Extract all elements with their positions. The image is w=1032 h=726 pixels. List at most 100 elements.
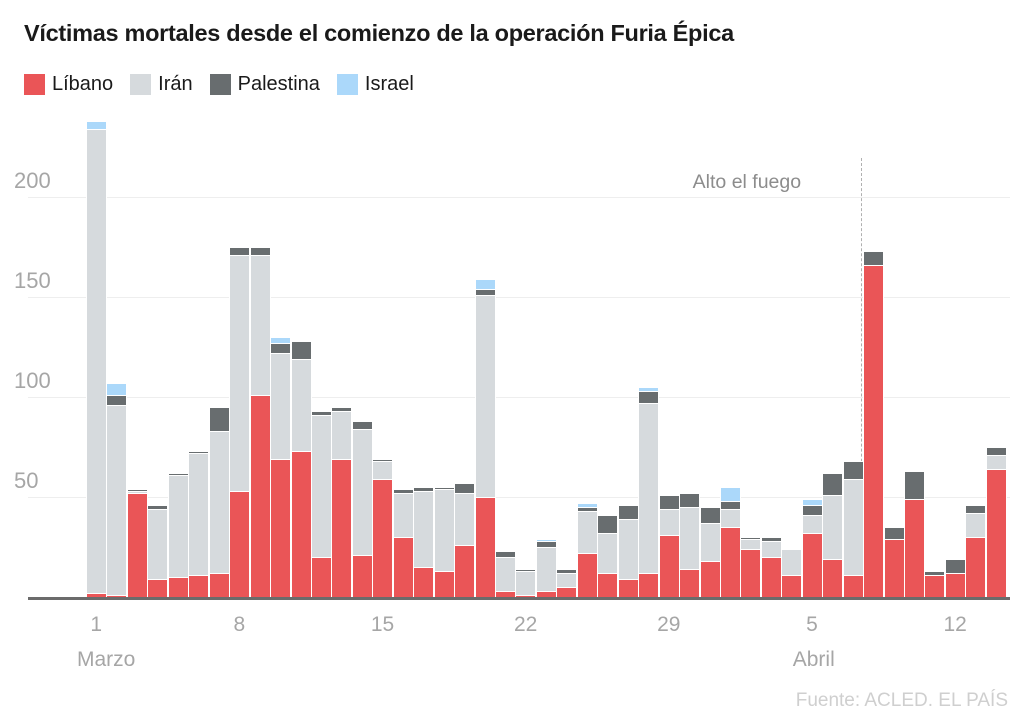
bar-column[interactable] — [822, 0, 844, 597]
bar-segment-palestina — [944, 559, 966, 573]
bar-column[interactable] — [740, 0, 762, 597]
bar-column[interactable] — [413, 0, 435, 597]
bar-segment-libano — [270, 459, 292, 597]
bar-segment-libano — [842, 575, 864, 597]
bar-column[interactable] — [147, 0, 169, 597]
bar-column[interactable] — [1006, 0, 1027, 597]
legend-item-iran[interactable]: Irán — [130, 73, 193, 95]
legend-item-israel[interactable]: Israel — [336, 72, 414, 95]
bar-segment-iran — [167, 475, 189, 577]
bar-column[interactable] — [270, 0, 292, 597]
bar-column[interactable] — [658, 0, 680, 597]
bar-segment-iran — [965, 513, 987, 537]
bar-column[interactable] — [1027, 0, 1032, 597]
bar-column[interactable] — [597, 0, 619, 597]
bar-column[interactable] — [86, 0, 108, 597]
x-axis-tick-label: 12 — [943, 613, 967, 636]
chart-legend: Líbano Irán Palestina Israel — [24, 72, 414, 96]
bar-column[interactable] — [679, 0, 701, 597]
page-title: Víctimas mortales desde el comienzo de l… — [24, 20, 734, 46]
bar-column[interactable] — [617, 0, 639, 597]
bar-column[interactable] — [188, 0, 210, 597]
bar-column[interactable] — [310, 0, 332, 597]
bar-segment-libano — [372, 479, 394, 597]
bar-segment-palestina — [597, 515, 619, 533]
bar-column[interactable] — [433, 0, 455, 597]
bar-segment-libano — [147, 579, 169, 597]
bar-segment-libano — [740, 549, 762, 597]
bar-segment-palestina — [617, 505, 639, 519]
legend-item-palestina[interactable]: Palestina — [209, 73, 320, 95]
bar-segment-palestina — [331, 407, 353, 411]
bar-column[interactable] — [863, 0, 885, 597]
bar-column[interactable] — [474, 0, 496, 597]
bar-column[interactable] — [495, 0, 517, 597]
bar-segment-palestina — [638, 391, 660, 403]
bar-segment-libano — [801, 533, 823, 597]
bar-column[interactable] — [167, 0, 189, 597]
x-axis-tick-label: 8 — [233, 613, 246, 636]
bar-column[interactable] — [515, 0, 537, 597]
bar-segment-libano — [495, 591, 517, 597]
bar-column[interactable] — [290, 0, 312, 597]
bar-segment-iran — [801, 515, 823, 533]
bar-column[interactable] — [883, 0, 905, 597]
bar-column[interactable] — [249, 0, 271, 597]
bar-segment-palestina — [924, 571, 946, 575]
x-axis-month-label: Abril — [792, 648, 835, 671]
legend-swatch-israel-icon — [336, 73, 358, 95]
bar-segment-palestina — [413, 487, 435, 491]
bar-segment-iran — [556, 573, 578, 587]
bar-column[interactable] — [454, 0, 476, 597]
bar-segment-palestina — [474, 289, 496, 295]
bar-column[interactable] — [331, 0, 353, 597]
bar-column[interactable] — [842, 0, 864, 597]
bar-segment-palestina — [801, 505, 823, 515]
bar-column[interactable] — [576, 0, 598, 597]
bar-segment-iran — [679, 507, 701, 569]
bar-segment-palestina — [904, 471, 926, 499]
bar-segment-libano — [679, 569, 701, 597]
bar-column[interactable] — [556, 0, 578, 597]
bar-column[interactable] — [351, 0, 373, 597]
bar-column[interactable] — [392, 0, 414, 597]
bar-segment-palestina — [270, 343, 292, 353]
bar-column[interactable] — [229, 0, 251, 597]
bar-column[interactable] — [985, 0, 1007, 597]
bar-column[interactable] — [719, 0, 741, 597]
bar-segment-iran — [781, 549, 803, 575]
bar-segment-palestina — [106, 395, 128, 405]
bar-column[interactable] — [965, 0, 987, 597]
legend-label: Israel — [364, 72, 414, 95]
bar-column[interactable] — [924, 0, 946, 597]
bar-column[interactable] — [372, 0, 394, 597]
bar-segment-iran — [576, 511, 598, 553]
bar-segment-libano — [413, 567, 435, 597]
bar-segment-iran — [515, 571, 537, 595]
bar-segment-iran — [413, 491, 435, 567]
bar-column[interactable] — [699, 0, 721, 597]
bar-segment-libano — [597, 573, 619, 597]
bar-column[interactable] — [760, 0, 782, 597]
bar-column[interactable] — [535, 0, 557, 597]
bar-column[interactable] — [944, 0, 966, 597]
x-axis-tick-label: 1 — [90, 613, 103, 636]
bar-column[interactable] — [126, 0, 148, 597]
legend-swatch-iran-icon — [130, 73, 152, 95]
bar-column[interactable] — [638, 0, 660, 597]
bar-column[interactable] — [801, 0, 823, 597]
x-axis-tick-label: 5 — [806, 613, 818, 636]
bar-column[interactable] — [904, 0, 926, 597]
bar-segment-iran — [392, 493, 414, 537]
x-axis-month-label: Marzo — [77, 648, 136, 671]
bar-segment-palestina — [842, 461, 864, 479]
bar-column[interactable] — [106, 0, 128, 597]
legend-item-libano[interactable]: Líbano — [24, 73, 113, 95]
bar-segment-iran — [454, 493, 476, 545]
bar-segment-palestina — [310, 411, 332, 415]
bar-column[interactable] — [781, 0, 803, 597]
bar-column[interactable] — [208, 0, 230, 597]
bar-segment-palestina — [719, 501, 741, 509]
